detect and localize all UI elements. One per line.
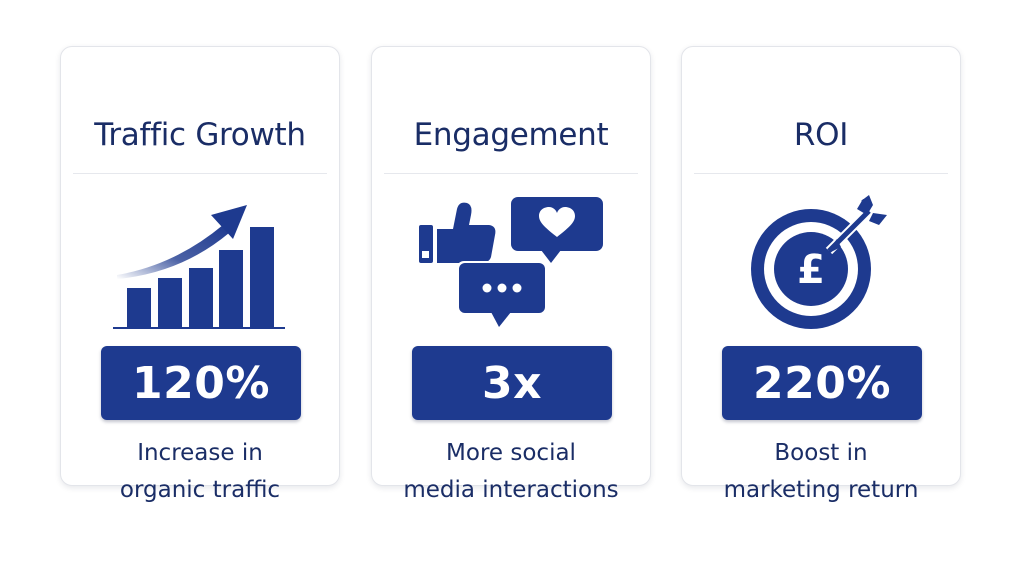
- card-divider: [384, 173, 638, 174]
- card-title: Engagement: [413, 117, 609, 153]
- stat-box: 220%: [722, 346, 922, 420]
- card-divider: [73, 173, 327, 174]
- pound-symbol: £: [797, 247, 825, 293]
- card-description: Increase in organic traffic: [61, 435, 339, 509]
- card-title: ROI: [793, 117, 849, 153]
- description-line: organic traffic: [119, 477, 281, 503]
- thumbs-up-icon: [419, 202, 496, 263]
- card-description: Boost in marketing return: [682, 435, 960, 509]
- description-line: Boost in: [774, 440, 868, 466]
- card-roi: ROI £ 220% Boost in marketing return: [681, 46, 961, 503]
- card-title: Traffic Growth: [94, 117, 306, 153]
- stat-value: 120%: [132, 357, 270, 409]
- card-engagement: Engagement: [371, 46, 651, 503]
- description-line: Increase in: [137, 440, 263, 466]
- bar-chart-growth-icon: [61, 195, 339, 333]
- stat-value: 3x: [482, 357, 542, 409]
- description-line: marketing return: [723, 477, 919, 503]
- card-traffic-growth: Traffic Growth: [60, 46, 340, 503]
- heart-bubble-icon: [511, 197, 603, 263]
- pound-target-icon: £: [682, 195, 960, 333]
- description-line: media interactions: [403, 477, 619, 503]
- stat-value: 220%: [753, 357, 891, 409]
- card-description: More social media interactions: [372, 435, 650, 509]
- card-divider: [694, 173, 948, 174]
- description-line: More social: [446, 440, 576, 466]
- social-engagement-icon: [372, 195, 650, 333]
- stat-box: 120%: [101, 346, 301, 420]
- chat-bubble-icon: [457, 261, 547, 327]
- stat-box: 3x: [412, 346, 612, 420]
